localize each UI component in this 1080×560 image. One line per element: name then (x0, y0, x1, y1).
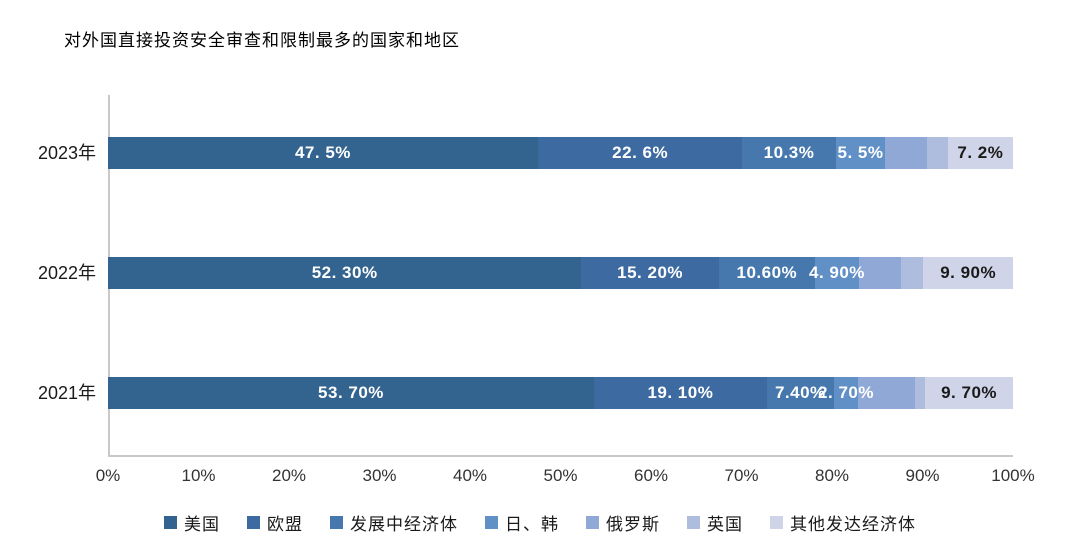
legend-swatch-icon (164, 516, 177, 529)
x-tick-label: 50% (543, 466, 578, 485)
bar-row-2022: 2022年 52. 30% 15. 20% 10.60% 4. 90% 9. 90% (0, 257, 1013, 289)
legend-swatch-icon (586, 516, 599, 529)
bar-segment-6 (915, 377, 926, 409)
segment-value-label: 4. 90% (808, 263, 865, 282)
legend-label: 欧盟 (267, 515, 303, 534)
x-tick-label: 20% (271, 466, 307, 485)
bar-track: 47. 5% 22. 6% 10.3% 5. 5% 7. 2% (108, 137, 1013, 169)
legend-label: 美国 (184, 515, 220, 534)
legend-swatch-icon (770, 516, 783, 529)
bar-segment-3: 7.40% (766, 377, 834, 409)
bar-segment-4: 5. 5% (835, 137, 886, 169)
legend-item: 欧盟 (247, 510, 303, 535)
legend-item: 俄罗斯 (586, 510, 660, 535)
legend-item: 发展中经济体 (330, 510, 458, 535)
segment-value-label: 7.40% (774, 383, 826, 402)
bar-segment-1: 47. 5% (108, 137, 538, 169)
segment-value-label: 53. 70% (318, 383, 384, 402)
bar-segment-4: 4. 90% (809, 257, 864, 289)
bar-segment-6 (900, 257, 924, 289)
x-tick-label: 30% (362, 466, 397, 485)
bar-segment-4: 2. 70% (818, 377, 873, 409)
bar-track: 53. 70% 19. 10% 7.40% 2. 70% 9. 70% (108, 377, 1013, 409)
segment-value-label: 52. 30% (311, 263, 378, 282)
segment-value-label: 5. 5% (837, 143, 884, 162)
segment-value-label: 9. 90% (940, 263, 997, 282)
legend-label: 英国 (707, 515, 743, 534)
x-axis: 0% 10% 20% 30% 40% 50% 60% 70% 80% 90% 100% (96, 466, 1035, 490)
segment-value-label: 7. 2% (957, 143, 1004, 162)
segment-value-label: 2. 70% (818, 383, 874, 402)
bar-segment-6 (926, 137, 948, 169)
legend-item: 英国 (687, 510, 743, 535)
bar-segment-2: 19. 10% (593, 377, 767, 409)
bar-segment-5 (858, 377, 916, 409)
segment-value-label: 15. 20% (617, 263, 684, 282)
legend-swatch-icon (330, 516, 343, 529)
category-label: 2021年 (37, 383, 96, 403)
x-tick-label: 100% (991, 466, 1035, 485)
segment-value-label: 10.60% (736, 263, 798, 282)
bar-segment-1: 52. 30% (108, 257, 582, 289)
bar-segment-1: 53. 70% (108, 377, 594, 409)
x-tick-label: 0% (95, 466, 121, 485)
category-label: 2022年 (37, 263, 96, 283)
x-tick-label: 90% (905, 466, 940, 485)
bar-segment-7: 9. 90% (923, 257, 1013, 289)
legend-label: 俄罗斯 (606, 515, 660, 534)
legend-label: 发展中经济体 (350, 515, 458, 534)
legend-swatch-icon (247, 516, 260, 529)
segment-value-label: 19. 10% (647, 383, 714, 402)
bar-segment-5 (859, 257, 901, 289)
legend-swatch-icon (485, 516, 498, 529)
legend-label: 日、韩 (505, 515, 559, 534)
bar-segment-3: 10.3% (742, 137, 836, 169)
legend-item: 日、韩 (485, 510, 559, 535)
bar-segment-2: 15. 20% (581, 257, 719, 289)
x-tick-label: 10% (181, 466, 216, 485)
bar-segment-2: 22. 6% (537, 137, 743, 169)
bar-segment-7: 9. 70% (925, 377, 1013, 409)
legend-label: 其他发达经济体 (790, 515, 916, 534)
legend-item: 其他发达经济体 (770, 510, 916, 535)
bar-row-2023: 2023年 47. 5% 22. 6% 10.3% 5. 5% 7. 2% (0, 137, 1013, 169)
chart-title: 对外国直接投资安全审查和限制最多的国家和地区 (64, 31, 460, 50)
segment-value-label: 9. 70% (941, 383, 998, 402)
bar-track: 52. 30% 15. 20% 10.60% 4. 90% 9. 90% (108, 257, 1013, 289)
x-tick-label: 60% (633, 466, 669, 485)
segment-value-label: 10.3% (763, 143, 815, 162)
bar-segment-3: 10.60% (718, 257, 815, 289)
x-tick-label: 40% (452, 466, 488, 485)
legend: 美国 欧盟 发展中经济体 日、韩 俄罗斯 英国 其他发达经济体 (0, 510, 1080, 535)
x-tick-label: 70% (724, 466, 759, 485)
segment-value-label: 47. 5% (294, 143, 351, 162)
bar-row-2021: 2021年 53. 70% 19. 10% 7.40% 2. 70% 9. 70% (0, 377, 1013, 409)
segment-value-label: 22. 6% (612, 143, 669, 162)
bar-segment-5 (885, 137, 927, 169)
x-tick-label: 80% (814, 466, 850, 485)
bar-segment-7: 7. 2% (947, 137, 1013, 169)
category-label: 2023年 (37, 143, 96, 163)
legend-swatch-icon (687, 516, 700, 529)
legend-item: 美国 (164, 510, 220, 535)
